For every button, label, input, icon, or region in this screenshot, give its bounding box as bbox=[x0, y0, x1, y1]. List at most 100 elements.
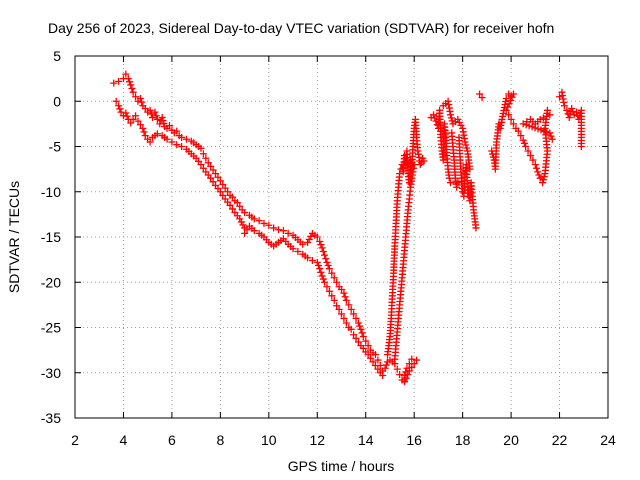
y-tick-label: -15 bbox=[41, 229, 61, 245]
data-point bbox=[207, 162, 215, 170]
data-point bbox=[340, 314, 348, 322]
x-axis-label: GPS time / hours bbox=[288, 458, 395, 474]
data-point bbox=[431, 114, 439, 122]
data-point bbox=[354, 338, 362, 346]
data-point bbox=[371, 351, 379, 359]
data-point bbox=[524, 147, 532, 155]
y-tick-label: -5 bbox=[49, 139, 62, 155]
data-point bbox=[163, 135, 171, 143]
data-point bbox=[369, 358, 377, 366]
data-point bbox=[507, 97, 515, 105]
data-point bbox=[396, 371, 404, 379]
data-point bbox=[255, 217, 263, 225]
data-point bbox=[413, 356, 421, 364]
data-point bbox=[284, 229, 292, 237]
data-point bbox=[318, 244, 326, 252]
data-point bbox=[396, 170, 404, 178]
data-point bbox=[122, 70, 130, 78]
data-point bbox=[462, 141, 470, 149]
data-point bbox=[364, 342, 372, 350]
data-point bbox=[352, 334, 360, 342]
data-point bbox=[241, 229, 249, 237]
data-point bbox=[226, 201, 234, 209]
data-point bbox=[216, 188, 224, 196]
data-point bbox=[364, 351, 372, 359]
data-point bbox=[510, 120, 518, 128]
data-point bbox=[522, 143, 530, 150]
data-point bbox=[324, 262, 332, 270]
series-track-f-18-8-23-h- bbox=[476, 88, 585, 187]
data-point bbox=[250, 215, 258, 223]
x-tick-label: 20 bbox=[503, 432, 519, 448]
data-point bbox=[531, 161, 539, 169]
data-point bbox=[221, 184, 229, 192]
data-point bbox=[448, 117, 456, 125]
data-point bbox=[453, 183, 461, 191]
axis-ticks: 2 4 6 8 10 12 14 16 18 20 22 2450-5-10-15-20-25-30-… bbox=[41, 48, 616, 448]
data-point bbox=[539, 114, 547, 122]
data-point bbox=[178, 143, 186, 150]
data-point bbox=[502, 106, 510, 114]
data-point bbox=[117, 108, 125, 116]
data-point bbox=[127, 119, 135, 127]
data-point bbox=[168, 138, 176, 146]
data-point bbox=[136, 95, 144, 103]
data-point bbox=[328, 292, 336, 300]
data-point bbox=[146, 138, 154, 146]
data-point bbox=[328, 269, 336, 277]
data-point bbox=[216, 177, 224, 185]
data-point bbox=[214, 173, 222, 181]
y-axis-label: SDTVAR / TECUs bbox=[6, 181, 22, 293]
data-point bbox=[182, 135, 190, 143]
data-point bbox=[447, 179, 455, 187]
data-point bbox=[153, 115, 161, 123]
data-point bbox=[547, 132, 555, 140]
data-point bbox=[279, 227, 287, 235]
data-point bbox=[140, 128, 148, 136]
data-point bbox=[514, 127, 522, 135]
data-point bbox=[356, 322, 364, 330]
data-point bbox=[115, 102, 123, 110]
data-point bbox=[241, 209, 249, 217]
series-track-e-17-19-h- bbox=[427, 97, 480, 232]
data-point bbox=[342, 319, 350, 327]
x-tick-label: 24 bbox=[600, 432, 616, 448]
data-point bbox=[149, 114, 157, 122]
data-point bbox=[447, 114, 455, 122]
data-point bbox=[173, 127, 181, 135]
data-point bbox=[539, 176, 547, 184]
data-point bbox=[335, 305, 343, 313]
x-tick-label: 2 bbox=[71, 432, 79, 448]
data-point bbox=[236, 215, 244, 223]
data-point bbox=[141, 104, 149, 112]
data-point bbox=[560, 102, 568, 110]
data-point bbox=[577, 143, 585, 150]
data-point bbox=[160, 120, 168, 128]
data-point bbox=[199, 164, 207, 172]
data-point bbox=[236, 202, 244, 210]
chart-title: Day 256 of 2023, Sidereal Day-to-day VTE… bbox=[48, 20, 554, 36]
data-point bbox=[454, 179, 462, 187]
data-point bbox=[546, 111, 554, 119]
data-point bbox=[165, 122, 173, 130]
data-point bbox=[505, 111, 513, 119]
data-point bbox=[338, 310, 345, 318]
data-point bbox=[239, 221, 247, 229]
data-point bbox=[322, 255, 330, 263]
data-point bbox=[124, 75, 132, 83]
data-point bbox=[523, 118, 531, 126]
data-point bbox=[510, 90, 518, 98]
data-point bbox=[374, 365, 382, 373]
data-point bbox=[316, 265, 324, 273]
data-point bbox=[405, 367, 413, 375]
data-point bbox=[270, 224, 278, 232]
y-tick-label: -35 bbox=[41, 410, 61, 426]
data-point bbox=[243, 226, 251, 234]
data-point bbox=[134, 117, 142, 125]
data-point bbox=[430, 111, 438, 119]
data-point bbox=[333, 302, 341, 310]
data-point bbox=[466, 165, 474, 173]
series-track-a-main-upper- bbox=[110, 70, 416, 384]
data-point bbox=[110, 79, 118, 87]
